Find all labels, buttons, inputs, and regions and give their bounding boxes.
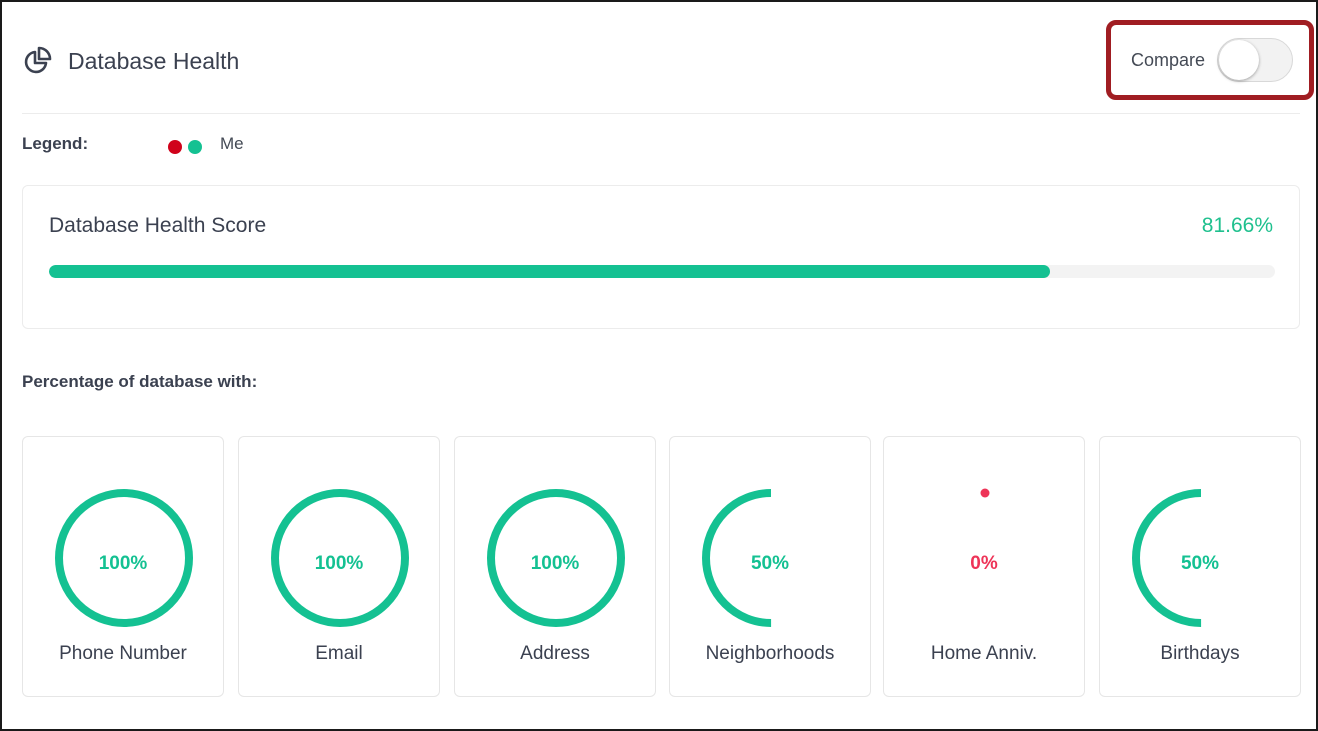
metric-ring-arc <box>487 489 625 627</box>
panel-header: Database Health <box>22 40 239 82</box>
metric-ring <box>1132 489 1270 627</box>
metric-ring-arc <box>1132 489 1270 627</box>
metric-card: 50% Neighborhoods <box>669 436 871 697</box>
legend-dot-red <box>168 140 182 154</box>
metric-ring <box>271 489 409 627</box>
metric-percentage: 100% <box>530 553 580 574</box>
metric-ring-arc <box>271 489 409 627</box>
metric-card: 0% Home Anniv. <box>883 436 1085 697</box>
metric-card: 100% Address <box>454 436 656 697</box>
legend-label: Legend: <box>22 134 89 153</box>
health-score-bar-fill <box>49 265 1051 278</box>
metric-card: 100% Phone Number <box>22 436 224 697</box>
metric-percentage: 50% <box>1180 553 1220 574</box>
metric-percentage: 100% <box>314 553 364 574</box>
legend-series-label: Me <box>220 134 244 153</box>
metric-label: Phone Number <box>59 643 187 664</box>
compare-control: Compare <box>1106 20 1314 100</box>
metric-percentage: 50% <box>750 553 790 574</box>
health-score-card: Database Health Score 81.66% <box>22 185 1300 329</box>
metric-card: 100% Email <box>238 436 440 697</box>
compare-label: Compare <box>1131 49 1206 70</box>
health-score-bar <box>49 265 1275 278</box>
page-title: Database Health <box>68 47 240 74</box>
metric-label: Neighborhoods <box>705 643 835 664</box>
metric-label: Address <box>520 643 590 664</box>
compare-toggle[interactable] <box>1217 38 1294 82</box>
metric-ring <box>487 489 625 627</box>
metric-ring-arc <box>702 489 840 627</box>
metric-ring <box>55 489 193 627</box>
health-score-title: Database Health Score <box>49 214 267 237</box>
section-label: Percentage of database with: <box>22 372 258 391</box>
metric-percentage: 0% <box>970 553 998 574</box>
metric-ring <box>702 489 840 627</box>
pie-chart-icon <box>22 46 52 76</box>
metric-percentage: 100% <box>98 553 148 574</box>
header-divider <box>22 113 1300 114</box>
metric-ring-zero-dot <box>980 488 990 498</box>
metric-label: Birthdays <box>1160 643 1240 664</box>
metric-ring <box>980 488 990 498</box>
legend: Legend: Me <box>22 132 244 156</box>
metric-label: Email <box>315 643 363 664</box>
health-score-value: 81.66% <box>1201 214 1273 237</box>
toggle-knob <box>1219 40 1260 80</box>
metric-cards: 100% Phone Number 100% Email 100% Address 50% N… <box>22 436 1302 698</box>
metric-card: 50% Birthdays <box>1099 436 1301 697</box>
metric-label: Home Anniv. <box>930 643 1038 664</box>
metric-ring-arc <box>55 489 193 627</box>
legend-dot-green <box>188 140 202 154</box>
